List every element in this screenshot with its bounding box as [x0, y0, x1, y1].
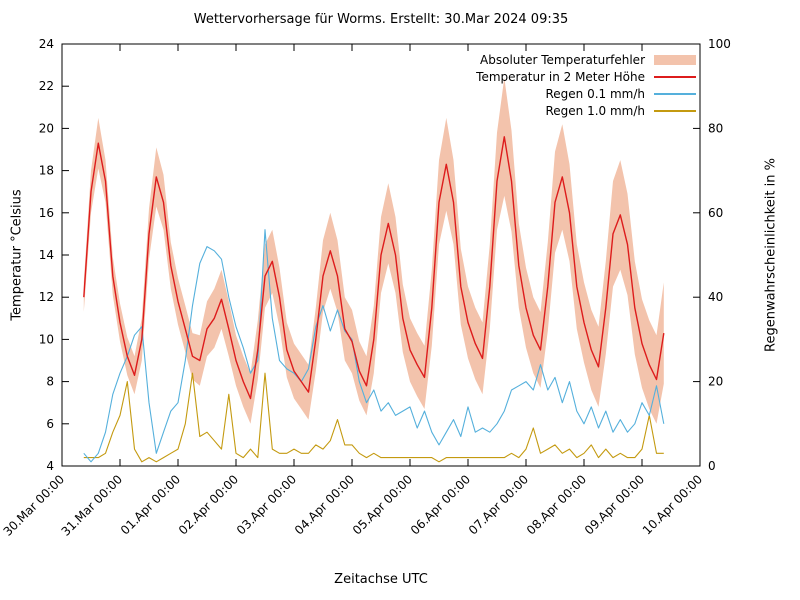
svg-text:40: 40	[708, 290, 723, 304]
x-axis-label: Zeitachse UTC	[334, 572, 428, 587]
svg-text:80: 80	[708, 121, 723, 135]
svg-text:0: 0	[708, 459, 716, 473]
chart-title: Wettervorhersage für Worms. Erstellt: 30…	[193, 12, 569, 27]
svg-text:31.Mar 00:00: 31.Mar 00:00	[59, 472, 126, 539]
svg-text:4: 4	[46, 459, 54, 473]
legend-label: Temperatur in 2 Meter Höhe	[476, 70, 645, 84]
svg-text:6: 6	[46, 417, 54, 431]
svg-text:8: 8	[46, 375, 54, 389]
svg-text:01.Apr 00:00: 01.Apr 00:00	[118, 472, 183, 537]
svg-text:10: 10	[39, 332, 54, 346]
svg-text:14: 14	[39, 248, 54, 262]
y-axis-label-right: Regenwahrscheinlichkeit in %	[763, 158, 779, 352]
svg-text:09.Apr 00:00: 09.Apr 00:00	[582, 472, 647, 537]
svg-text:04.Apr 00:00: 04.Apr 00:00	[292, 472, 357, 537]
svg-text:20: 20	[708, 375, 723, 389]
chart-legend: Absoluter Temperaturfehler Temperatur in…	[476, 53, 696, 118]
svg-text:18: 18	[39, 164, 54, 178]
legend-swatch-rain01-line	[654, 93, 696, 95]
svg-text:07.Apr 00:00: 07.Apr 00:00	[466, 472, 531, 537]
svg-text:06.Apr 00:00: 06.Apr 00:00	[408, 472, 473, 537]
legend-item-temperature-error: Absoluter Temperaturfehler	[480, 53, 696, 67]
legend-item-rain-01: Regen 0.1 mm/h	[545, 87, 696, 101]
svg-text:20: 20	[39, 121, 54, 135]
svg-text:30.Mar 00:00: 30.Mar 00:00	[1, 472, 68, 539]
svg-text:10.Apr 00:00: 10.Apr 00:00	[640, 472, 705, 537]
svg-text:60: 60	[708, 206, 723, 220]
svg-text:12: 12	[39, 290, 54, 304]
svg-text:02.Apr 00:00: 02.Apr 00:00	[176, 472, 241, 537]
legend-label: Regen 1.0 mm/h	[545, 104, 645, 118]
svg-text:08.Apr 00:00: 08.Apr 00:00	[524, 472, 589, 537]
svg-text:16: 16	[39, 206, 54, 220]
legend-label: Absoluter Temperaturfehler	[480, 53, 645, 67]
svg-text:24: 24	[39, 37, 54, 51]
svg-text:22: 22	[39, 79, 54, 93]
legend-item-temperature: Temperatur in 2 Meter Höhe	[476, 70, 696, 84]
legend-swatch-band	[654, 55, 696, 65]
legend-swatch-rain10-line	[654, 110, 696, 112]
svg-text:100: 100	[708, 37, 731, 51]
y-axis-label-left: Temperatur °Celsius	[9, 189, 25, 321]
legend-item-rain-10: Regen 1.0 mm/h	[545, 104, 696, 118]
legend-swatch-temperature-line	[654, 76, 696, 78]
svg-text:03.Apr 00:00: 03.Apr 00:00	[234, 472, 299, 537]
legend-label: Regen 0.1 mm/h	[545, 87, 645, 101]
svg-text:05.Apr 00:00: 05.Apr 00:00	[350, 472, 415, 537]
